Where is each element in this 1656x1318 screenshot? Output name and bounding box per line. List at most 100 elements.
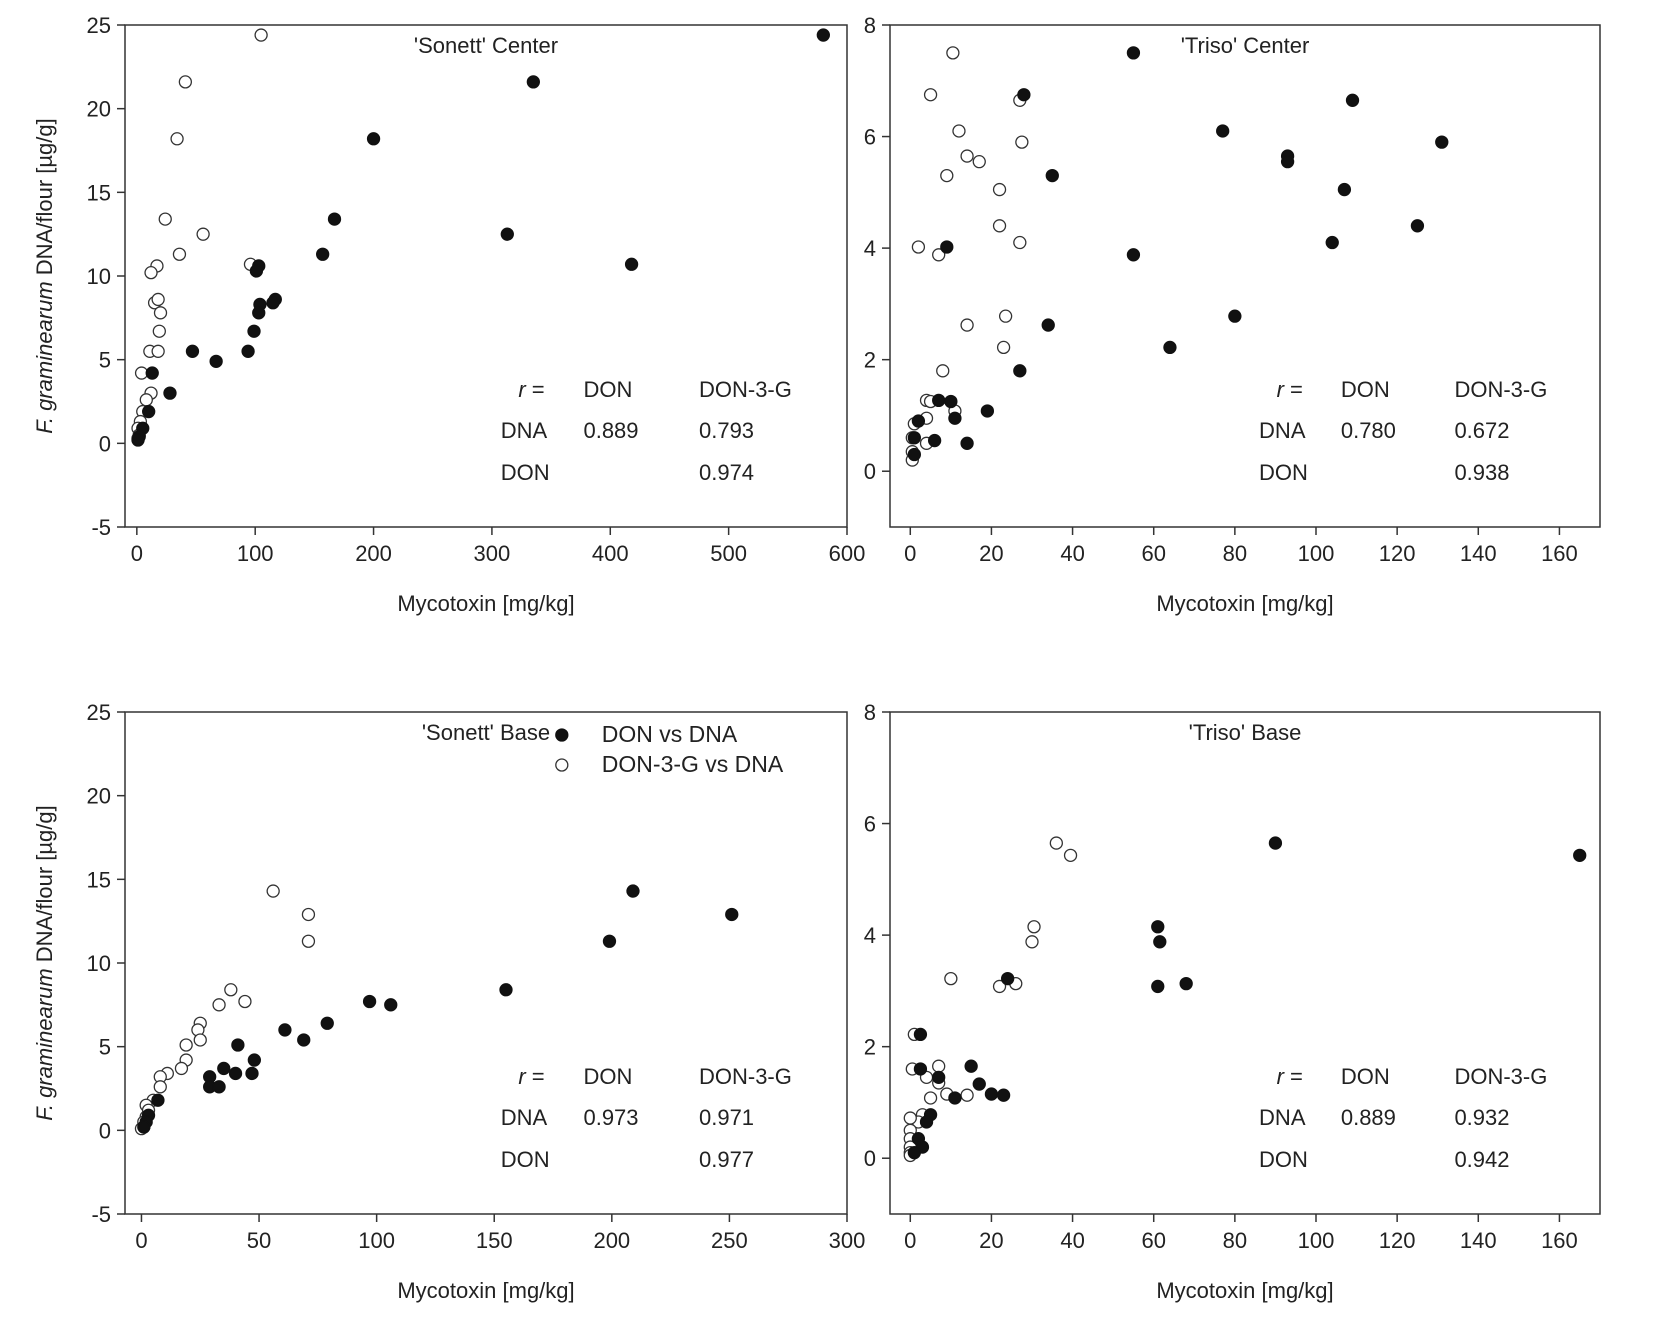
r-equals: = (526, 377, 545, 402)
y-tick-label: 5 (99, 1035, 111, 1060)
x-tick-label: 200 (355, 541, 392, 566)
data-point-don (500, 227, 514, 241)
y-tick-label: 5 (99, 348, 111, 373)
y-tick-label: 8 (864, 700, 876, 725)
data-point-don3g (158, 212, 172, 226)
plot-frame (124, 24, 848, 528)
data-point-don (1435, 135, 1449, 149)
data-point-don (185, 344, 200, 358)
r-table-col-don: DON (583, 1064, 632, 1089)
data-point-don (266, 296, 280, 310)
data-point-don3g (193, 1033, 207, 1047)
r-table-row-dna: DNA (1259, 418, 1306, 443)
data-point-don (137, 1120, 151, 1134)
x-tick-label: 160 (1541, 541, 1578, 566)
data-point-don (919, 1115, 934, 1129)
panel-3: 0 50 100 150 200 250 300 -5 0 5 10 15 20 25 Mycotoxin … (32, 700, 865, 1303)
data-point-don3g (1013, 235, 1027, 250)
data-point-don (1345, 93, 1360, 107)
y-tick-label: 10 (87, 951, 111, 976)
data-point-don3g (1063, 848, 1078, 862)
data-point-don3g (151, 292, 165, 307)
r-equals: = (1284, 1064, 1303, 1089)
data-point-don (151, 1093, 165, 1107)
data-point-don3g (946, 46, 960, 60)
x-tick-label: 500 (710, 541, 747, 566)
data-point-don (366, 132, 381, 146)
data-point-don3g (992, 979, 1007, 994)
data-point-don3g (152, 324, 166, 338)
x-tick-label: 80 (1223, 1228, 1247, 1253)
data-point-don3g (952, 124, 966, 138)
data-point-don3g (1027, 920, 1041, 934)
x-tick-label: 300 (474, 541, 511, 566)
data-point-don3g (960, 318, 974, 332)
r-table-r-label: r = (1277, 377, 1303, 402)
data-point-don3g (238, 994, 252, 1009)
data-point-don (241, 344, 255, 358)
x-tick-label: 400 (592, 541, 629, 566)
x-tick-label: 100 (237, 541, 274, 566)
y-axis-label-unit: DNA/flour [µg/g] (32, 805, 57, 968)
data-point-don (913, 1062, 928, 1076)
legend-label-don: DON vs DNA (602, 721, 738, 747)
data-point-don (907, 1145, 921, 1160)
data-point-don (1126, 248, 1141, 262)
x-tick-label: 120 (1379, 541, 1416, 566)
y-axis-label-unit: DNA/flour [µg/g] (32, 118, 57, 281)
y-tick-label: 0 (864, 459, 876, 484)
y-tick-label: 15 (87, 867, 111, 892)
data-point-don (142, 404, 156, 419)
data-point-don3g (153, 306, 168, 320)
data-point-don (209, 354, 223, 368)
data-point-don (1228, 309, 1242, 323)
panel-title: 'Sonett' Base (422, 720, 550, 745)
data-point-don (927, 433, 942, 448)
data-point-don (327, 212, 342, 226)
x-tick-label: 20 (979, 541, 1003, 566)
x-axis-label: Mycotoxin [mg/kg] (397, 591, 574, 616)
data-point-don (913, 1027, 928, 1042)
r-table-r-label: r = (518, 377, 544, 402)
y-tick-label: 2 (864, 1035, 876, 1060)
data-point-don3g (1025, 935, 1039, 949)
x-tick-label: 0 (904, 541, 916, 566)
r-table-r-label: r = (518, 1064, 544, 1089)
data-point-don3g (992, 219, 1007, 233)
data-point-don3g (960, 149, 974, 163)
data-point-don3g (923, 88, 938, 102)
x-tick-label: 250 (711, 1228, 748, 1253)
data-point-don (960, 436, 974, 450)
data-point-don3g (170, 132, 184, 146)
data-point-don3g (196, 227, 210, 241)
panel-title: 'Triso' Center (1181, 33, 1310, 58)
data-point-don (911, 414, 926, 428)
x-tick-label: 40 (1060, 1228, 1084, 1253)
y-tick-label: 15 (87, 180, 111, 205)
data-point-don (278, 1023, 292, 1037)
plot-frame (889, 24, 1601, 528)
data-point-don (320, 1016, 334, 1030)
data-point-don3g (992, 182, 1007, 197)
data-point-don (972, 1077, 986, 1091)
data-point-don3g (301, 907, 316, 922)
x-tick-label: 80 (1223, 541, 1247, 566)
y-tick-label: 0 (864, 1146, 876, 1171)
y-tick-label: -5 (91, 515, 111, 540)
data-point-don (249, 264, 264, 278)
data-point-don (1001, 971, 1015, 986)
y-tick-label: 4 (864, 236, 876, 261)
data-point-don (907, 431, 921, 445)
data-point-don (964, 1059, 978, 1073)
data-point-don (996, 1088, 1011, 1102)
data-point-don3g (212, 998, 226, 1012)
r-table-row-dna: DNA (501, 1105, 548, 1130)
legend-label-don3g: DON-3-G vs DNA (602, 751, 784, 777)
r-table-col-don3g: DON-3-G (699, 377, 792, 402)
r-value-don-don3g: 0.977 (699, 1147, 754, 1172)
data-point-don (944, 394, 958, 409)
data-point-don3g (1015, 135, 1029, 149)
panel-4: 0 20 40 60 80 100 120 140 160 0 2 4 6 8 Mycotoxin [mg/… (864, 700, 1601, 1303)
r-table-row-don: DON (1259, 460, 1308, 485)
